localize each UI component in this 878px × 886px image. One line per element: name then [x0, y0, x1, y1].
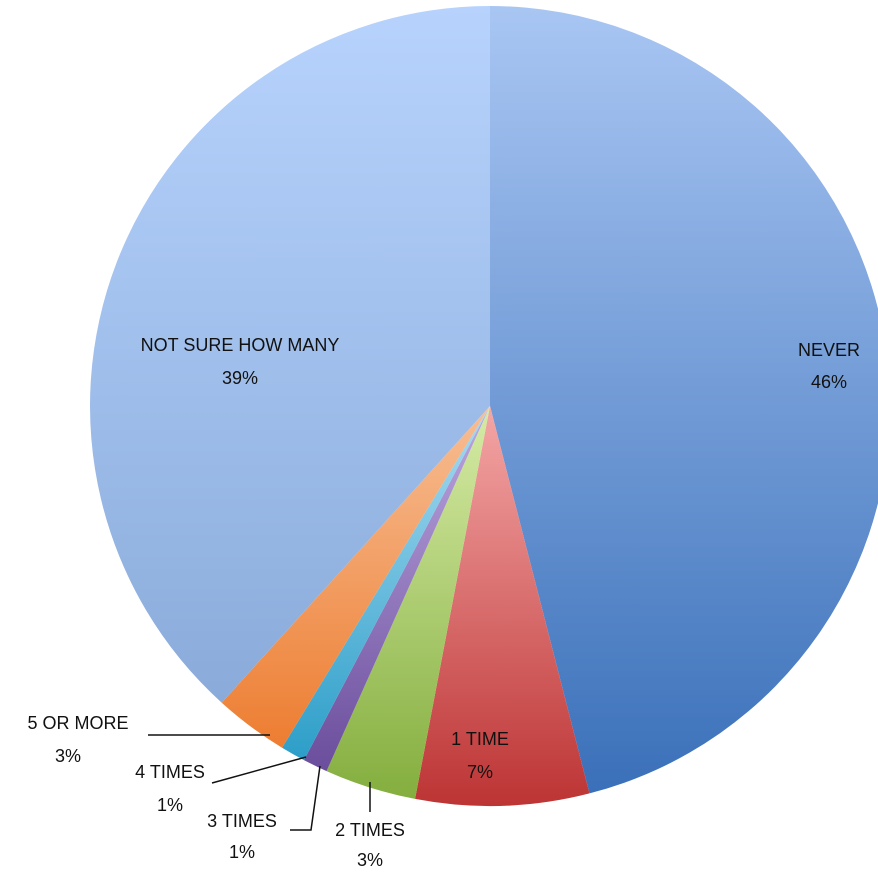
leader-line-4-times — [211, 756, 307, 784]
slice-value-2-times: 3% — [357, 850, 383, 870]
pie-slice-never — [490, 6, 878, 794]
slice-value-never: 46% — [811, 372, 847, 392]
leader-lines-layer — [148, 734, 371, 831]
slice-label-2-times: 2 TIMES — [335, 820, 405, 840]
pie-slice-3-times — [303, 406, 490, 772]
slice-label-never: NEVER — [798, 340, 860, 360]
slice-label-5-or-more: 5 OR MORE — [27, 713, 128, 733]
slice-label-not-sure-how-many: NOT SURE HOW MANY — [141, 335, 340, 355]
labels-layer: NEVER 46% 1 TIME 7% 2 TIMES 3% 3 TIMES 1% 4 TIME… — [27, 335, 860, 870]
slice-label-4-times: 4 TIMES — [135, 762, 205, 782]
pie-slice-4-times — [282, 406, 490, 761]
slice-value-4-times: 1% — [157, 795, 183, 815]
leader-line-3-times — [290, 765, 321, 831]
pie-slice-2-times — [326, 406, 490, 799]
slice-label-1-time: 1 TIME — [451, 729, 509, 749]
slice-value-3-times: 1% — [229, 842, 255, 862]
slice-value-1-time: 7% — [467, 762, 493, 782]
pie-slice-1-time — [415, 406, 590, 806]
pie-slice-5-or-more — [221, 406, 490, 748]
pie-slice-not-sure-how-many — [90, 6, 491, 703]
slice-label-3-times: 3 TIMES — [207, 811, 277, 831]
slice-value-5-or-more: 3% — [55, 746, 81, 766]
slice-value-not-sure-how-many: 39% — [222, 368, 258, 388]
slices-layer — [90, 6, 878, 806]
